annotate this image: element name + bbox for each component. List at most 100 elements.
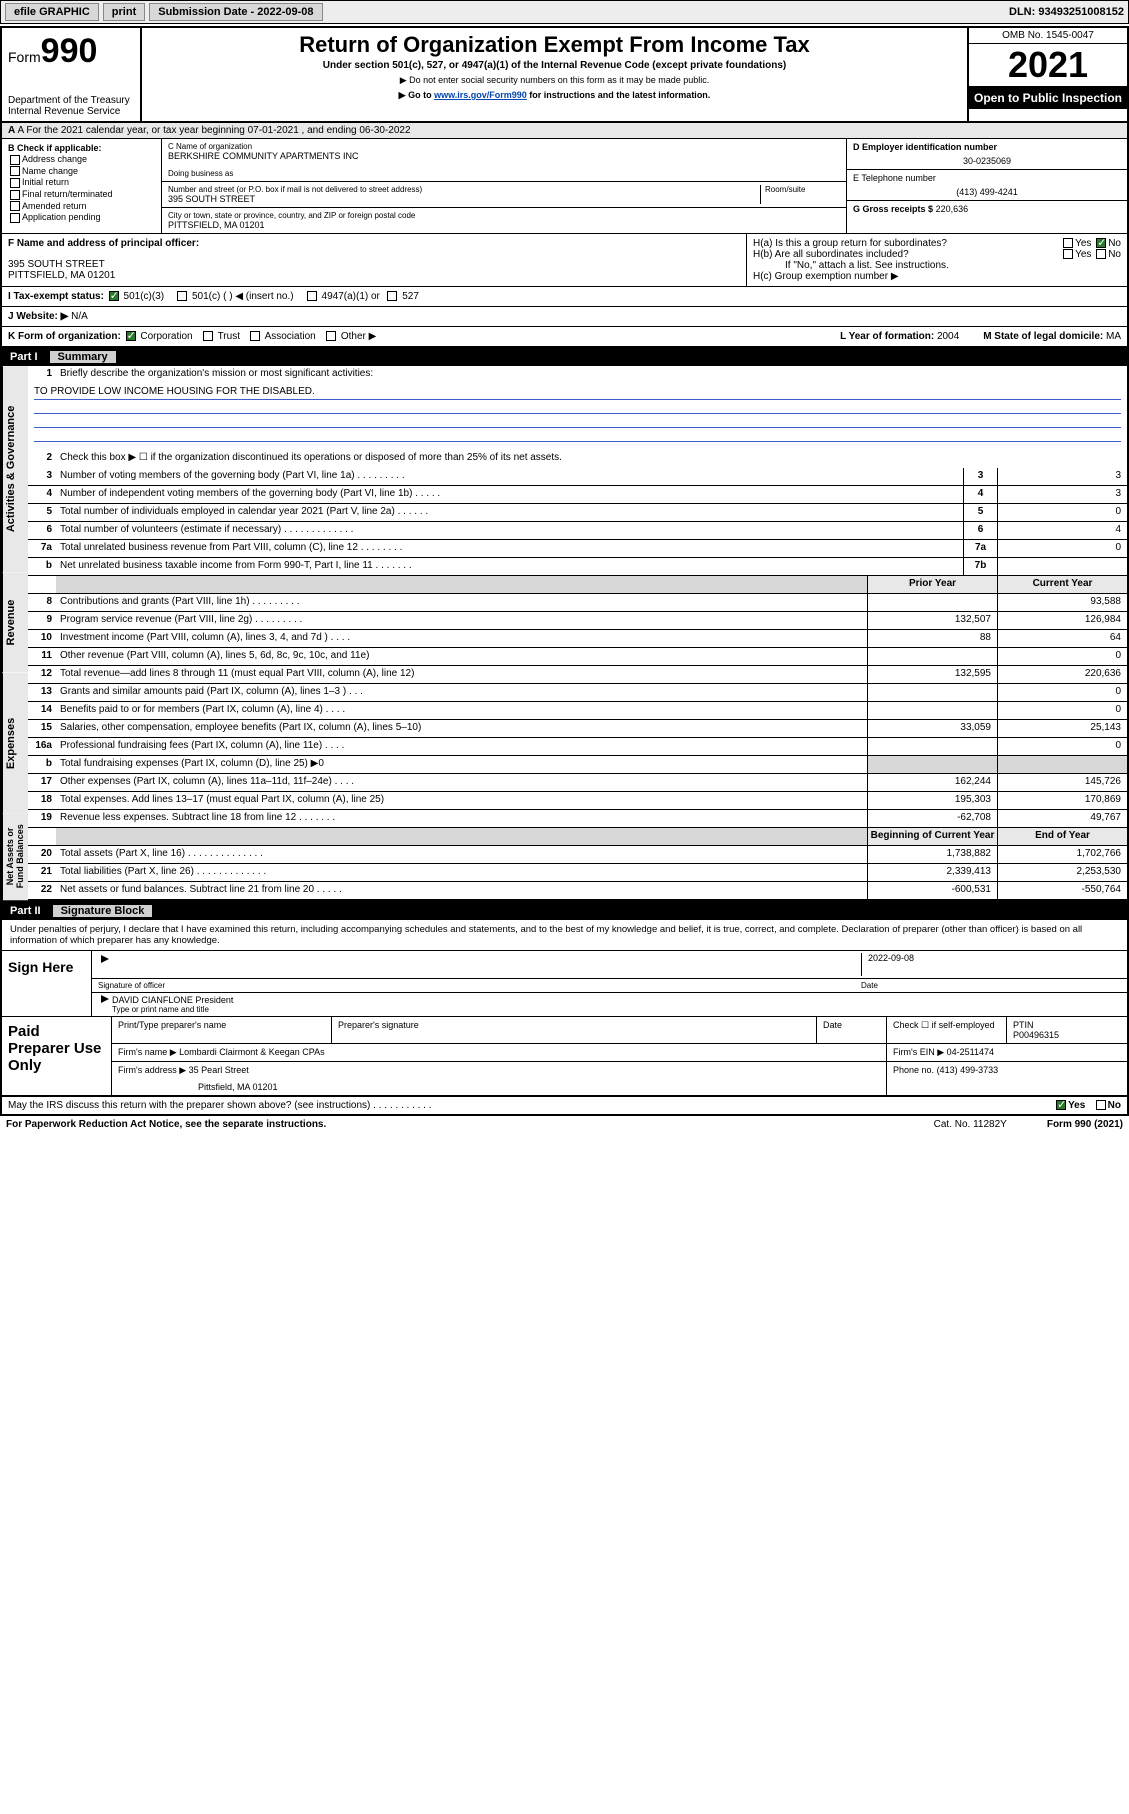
hb-row: H(b) Are all subordinates included? Yes … <box>753 249 1121 260</box>
tab-revenue: Revenue <box>2 572 28 672</box>
ptin-label: PTIN <box>1013 1020 1121 1030</box>
name-title-row: DAVID CIANFLONE President Type or print … <box>92 993 1127 1016</box>
discuss-no: No <box>1108 1100 1121 1111</box>
submission-date-button[interactable]: Submission Date - 2022-09-08 <box>149 3 322 21</box>
discuss-yes-chk[interactable] <box>1056 1100 1066 1110</box>
goto-post: for instructions and the latest informat… <box>527 90 711 100</box>
form-number: Form990 <box>8 32 134 71</box>
paid-preparer-row: Paid Preparer Use Only Print/Type prepar… <box>2 1017 1127 1096</box>
tax-year: 2021 <box>969 44 1127 87</box>
print-button[interactable]: print <box>103 3 145 21</box>
firm-name: Lombardi Clairmont & Keegan CPAs <box>179 1047 324 1057</box>
efile-button[interactable]: efile GRAPHIC <box>5 3 99 21</box>
subtitle-1: Under section 501(c), 527, or 4947(a)(1)… <box>150 60 959 71</box>
gross-value: 220,636 <box>936 204 969 214</box>
phone-value: (413) 499-3733 <box>937 1065 999 1075</box>
opt-4947: 4947(a)(1) or <box>322 291 380 302</box>
chk-501c3[interactable] <box>109 291 119 301</box>
tel-cell: E Telephone number (413) 499-4241 <box>847 170 1127 201</box>
opt-initial: Initial return <box>22 177 69 187</box>
form-ref: Form 990 (2021) <box>1047 1119 1123 1130</box>
chk-501c[interactable] <box>177 291 187 301</box>
discuss-text: May the IRS discuss this return with the… <box>8 1100 432 1111</box>
opt-501c3: 501(c)(3) <box>124 291 165 302</box>
opt-pending: Application pending <box>22 212 101 222</box>
hc-label: H(c) Group exemption number ▶ <box>753 271 1121 282</box>
ein-label: D Employer identification number <box>853 142 997 152</box>
name-title-label: Type or print name and title <box>112 1005 233 1014</box>
row-j: J Website: ▶ N/A <box>2 307 1127 327</box>
opt-final: Final return/terminated <box>22 189 113 199</box>
chk-527[interactable] <box>387 291 397 301</box>
website-label: J Website: ▶ <box>8 311 68 322</box>
ha-no[interactable]: No <box>1108 238 1121 249</box>
opt-amended: Amended return <box>22 201 87 211</box>
goto-pre: ▶ Go to <box>399 90 434 100</box>
chk-pending[interactable]: Application pending <box>8 212 155 223</box>
mission-text: TO PROVIDE LOW INCOME HOUSING FOR THE DI… <box>34 386 1121 400</box>
discuss-no-chk[interactable] <box>1096 1100 1106 1110</box>
firm-addr2: Pittsfield, MA 01201 <box>118 1082 880 1092</box>
tel-label: E Telephone number <box>853 173 1121 183</box>
arrow-icon <box>101 955 109 963</box>
firm-addr-row: Firm's address ▶ 35 Pearl Street Pittsfi… <box>112 1062 1127 1095</box>
street-address: 395 SOUTH STREET <box>168 194 760 204</box>
ha-yes[interactable]: Yes <box>1075 238 1091 249</box>
hb-no[interactable]: No <box>1108 249 1121 260</box>
line-18: 18 Total expenses. Add lines 13–17 (must… <box>28 792 1127 810</box>
top-toolbar: efile GRAPHIC print Submission Date - 20… <box>0 0 1129 24</box>
chk-address-change[interactable]: Address change <box>8 154 155 165</box>
chk-final[interactable]: Final return/terminated <box>8 189 155 200</box>
section-h: H(a) Is this a group return for subordin… <box>747 234 1127 286</box>
subtitle-2: ▶ Do not enter social security numbers o… <box>150 75 959 86</box>
section-fh: F Name and address of principal officer:… <box>2 234 1127 287</box>
year-formation-label: L Year of formation: <box>840 331 934 342</box>
line-1: 1 Briefly describe the organization's mi… <box>28 366 1127 384</box>
state-label: M State of legal domicile: <box>983 331 1103 342</box>
ein-value: 30-0235069 <box>853 156 1121 166</box>
form990-link[interactable]: www.irs.gov/Form990 <box>434 90 527 100</box>
line-5: 5 Total number of individuals employed i… <box>28 504 1127 522</box>
chk-other[interactable] <box>326 331 336 341</box>
prep-sig-label: Preparer's signature <box>332 1017 817 1043</box>
line-6: 6 Total number of volunteers (estimate i… <box>28 522 1127 540</box>
arrow-icon-2 <box>101 995 109 1003</box>
tax-status-label: I Tax-exempt status: <box>8 291 104 302</box>
chk-initial[interactable]: Initial return <box>8 177 155 188</box>
balance-header-row: Beginning of Current Year End of Year <box>28 828 1127 846</box>
officer-label: F Name and address of principal officer: <box>8 238 199 249</box>
dln-label: DLN: 93493251008152 <box>1009 6 1124 18</box>
discuss-yes: Yes <box>1068 1100 1085 1111</box>
ptin-value: P00496315 <box>1013 1030 1121 1040</box>
chk-assoc[interactable] <box>250 331 260 341</box>
chk-amended[interactable]: Amended return <box>8 201 155 212</box>
section-bcd: B Check if applicable: Address change Na… <box>2 139 1127 234</box>
part2-header: Part II Signature Block <box>2 902 1127 920</box>
irs-label: Internal Revenue Service <box>8 106 134 117</box>
gross-label: G Gross receipts $ <box>853 204 933 214</box>
part1-title: Summary <box>50 351 116 363</box>
discuss-row: May the IRS discuss this return with the… <box>2 1096 1127 1114</box>
line-22: 22 Net assets or fund balances. Subtract… <box>28 882 1127 900</box>
line-8: 8 Contributions and grants (Part VIII, l… <box>28 594 1127 612</box>
subtitle-3: ▶ Go to www.irs.gov/Form990 for instruct… <box>150 90 959 101</box>
tab-netassets: Net Assets or Fund Balances <box>2 813 28 900</box>
ein-cell: D Employer identification number 30-0235… <box>847 139 1127 170</box>
section-b-label: B Check if applicable: <box>8 143 102 153</box>
hb-yes[interactable]: Yes <box>1075 249 1091 260</box>
chk-trust[interactable] <box>203 331 213 341</box>
omb-number: OMB No. 1545-0047 <box>969 28 1127 44</box>
chk-corp[interactable] <box>126 331 136 341</box>
city-label: City or town, state or province, country… <box>168 211 840 220</box>
chk-name-change[interactable]: Name change <box>8 166 155 177</box>
chk-4947[interactable] <box>307 291 317 301</box>
section-f: F Name and address of principal officer:… <box>2 234 747 286</box>
firm-name-row: Firm's name ▶ Lombardi Clairmont & Keega… <box>112 1044 1127 1062</box>
officer-addr1: 395 SOUTH STREET <box>8 259 740 270</box>
line-21: 21 Total liabilities (Part X, line 26) .… <box>28 864 1127 882</box>
begin-year-hdr: Beginning of Current Year <box>867 828 997 845</box>
part2-title: Signature Block <box>53 905 153 917</box>
line-10: 10 Investment income (Part VIII, column … <box>28 630 1127 648</box>
dept-label: Department of the Treasury <box>8 95 134 106</box>
firm-ein-label: Firm's EIN ▶ <box>893 1047 944 1057</box>
